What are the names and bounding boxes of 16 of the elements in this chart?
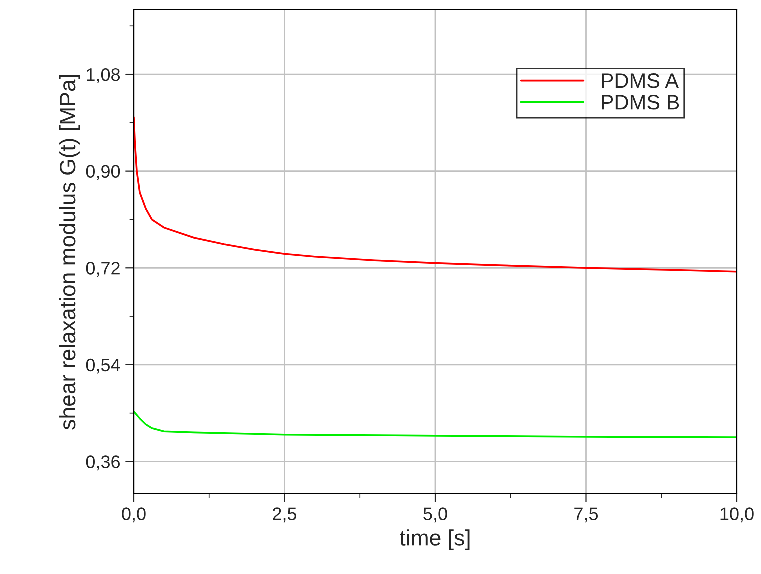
x-axis-title: time [s] — [400, 530, 470, 550]
y-tick-label: 0,36 — [86, 456, 120, 471]
y-tick-label: 0,54 — [86, 358, 120, 374]
y-tick-label: 0,90 — [86, 165, 120, 180]
line-series — [134, 410, 737, 438]
y-tick-label: 0,72 — [86, 262, 120, 277]
x-tick-label: 7,5 — [574, 508, 598, 523]
x-tick-label: 10,0 — [720, 508, 754, 523]
x-tick-label: 0,0 — [122, 508, 146, 523]
legend-label: PDMS B — [602, 95, 680, 110]
legend-label: PDMS A — [602, 74, 680, 88]
x-tick-label: 5,0 — [424, 508, 448, 523]
y-tick-label: 1,08 — [87, 68, 120, 84]
x-tick-label: 2,5 — [273, 508, 297, 523]
line-series — [134, 116, 737, 273]
y-axis-title: shear relaxation modulus G(t) [MPa] — [59, 75, 80, 430]
